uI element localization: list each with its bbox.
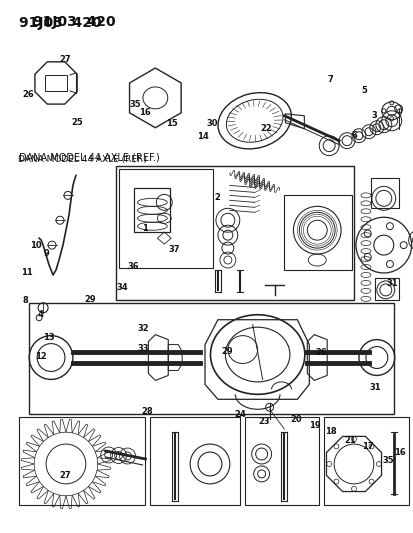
Text: 35: 35 bbox=[381, 456, 393, 465]
Text: 26: 26 bbox=[315, 348, 326, 357]
Bar bbox=[115, 166, 353, 300]
Text: 25: 25 bbox=[71, 118, 83, 127]
Bar bbox=[284, 196, 351, 270]
Text: 32: 32 bbox=[137, 324, 149, 333]
Text: 6: 6 bbox=[351, 131, 356, 140]
Text: 31: 31 bbox=[369, 383, 380, 392]
Text: 31: 31 bbox=[385, 279, 397, 288]
Text: 2: 2 bbox=[214, 193, 220, 202]
Text: 26: 26 bbox=[22, 90, 34, 99]
Text: 11: 11 bbox=[21, 268, 33, 277]
Text: 29: 29 bbox=[84, 295, 95, 304]
Text: 37: 37 bbox=[168, 245, 179, 254]
Bar bbox=[244, 417, 318, 505]
Text: DANA MODEL 44 AXLE (REF.): DANA MODEL 44 AXLE (REF.) bbox=[18, 155, 147, 164]
Text: 91J03  420: 91J03 420 bbox=[19, 16, 101, 30]
Text: 22: 22 bbox=[260, 124, 272, 133]
Text: 4: 4 bbox=[38, 310, 43, 319]
Text: 17: 17 bbox=[361, 442, 373, 451]
Text: 36: 36 bbox=[127, 262, 138, 271]
Text: 1: 1 bbox=[142, 224, 148, 233]
Text: 8: 8 bbox=[22, 296, 28, 305]
Text: 5: 5 bbox=[360, 86, 366, 95]
Text: 16: 16 bbox=[393, 448, 404, 457]
Text: 14: 14 bbox=[197, 132, 208, 141]
Bar bbox=[19, 417, 145, 505]
Text: 7: 7 bbox=[327, 75, 332, 84]
Text: 33: 33 bbox=[137, 344, 149, 353]
Bar bbox=[150, 417, 239, 505]
Text: 34: 34 bbox=[116, 283, 128, 292]
Text: DANA MODEL 44 AXLE (REF.): DANA MODEL 44 AXLE (REF.) bbox=[19, 152, 160, 163]
Bar bbox=[370, 179, 398, 208]
Text: 16: 16 bbox=[138, 108, 150, 117]
Text: 91J03  420: 91J03 420 bbox=[33, 15, 116, 29]
Bar bbox=[374, 278, 398, 300]
Bar bbox=[323, 417, 408, 505]
Text: 30: 30 bbox=[206, 119, 217, 128]
Bar bbox=[45, 75, 67, 91]
Text: 15: 15 bbox=[166, 119, 178, 128]
Text: 9: 9 bbox=[44, 249, 50, 258]
Text: 35: 35 bbox=[129, 100, 140, 109]
Text: 20: 20 bbox=[290, 415, 302, 424]
Text: 18: 18 bbox=[324, 427, 335, 437]
Text: 19: 19 bbox=[308, 421, 320, 430]
Text: 23: 23 bbox=[257, 417, 269, 426]
Text: 21: 21 bbox=[343, 436, 355, 445]
Text: 3: 3 bbox=[371, 111, 377, 120]
Bar bbox=[118, 168, 212, 268]
Text: 12: 12 bbox=[35, 352, 46, 361]
Text: 28: 28 bbox=[141, 407, 153, 416]
Text: 27: 27 bbox=[59, 55, 71, 64]
Text: 29: 29 bbox=[221, 347, 232, 356]
Bar bbox=[134, 188, 170, 232]
Text: 13: 13 bbox=[43, 333, 55, 342]
Text: 27: 27 bbox=[59, 471, 71, 480]
Text: 10: 10 bbox=[31, 241, 42, 250]
Text: 24: 24 bbox=[234, 410, 246, 419]
